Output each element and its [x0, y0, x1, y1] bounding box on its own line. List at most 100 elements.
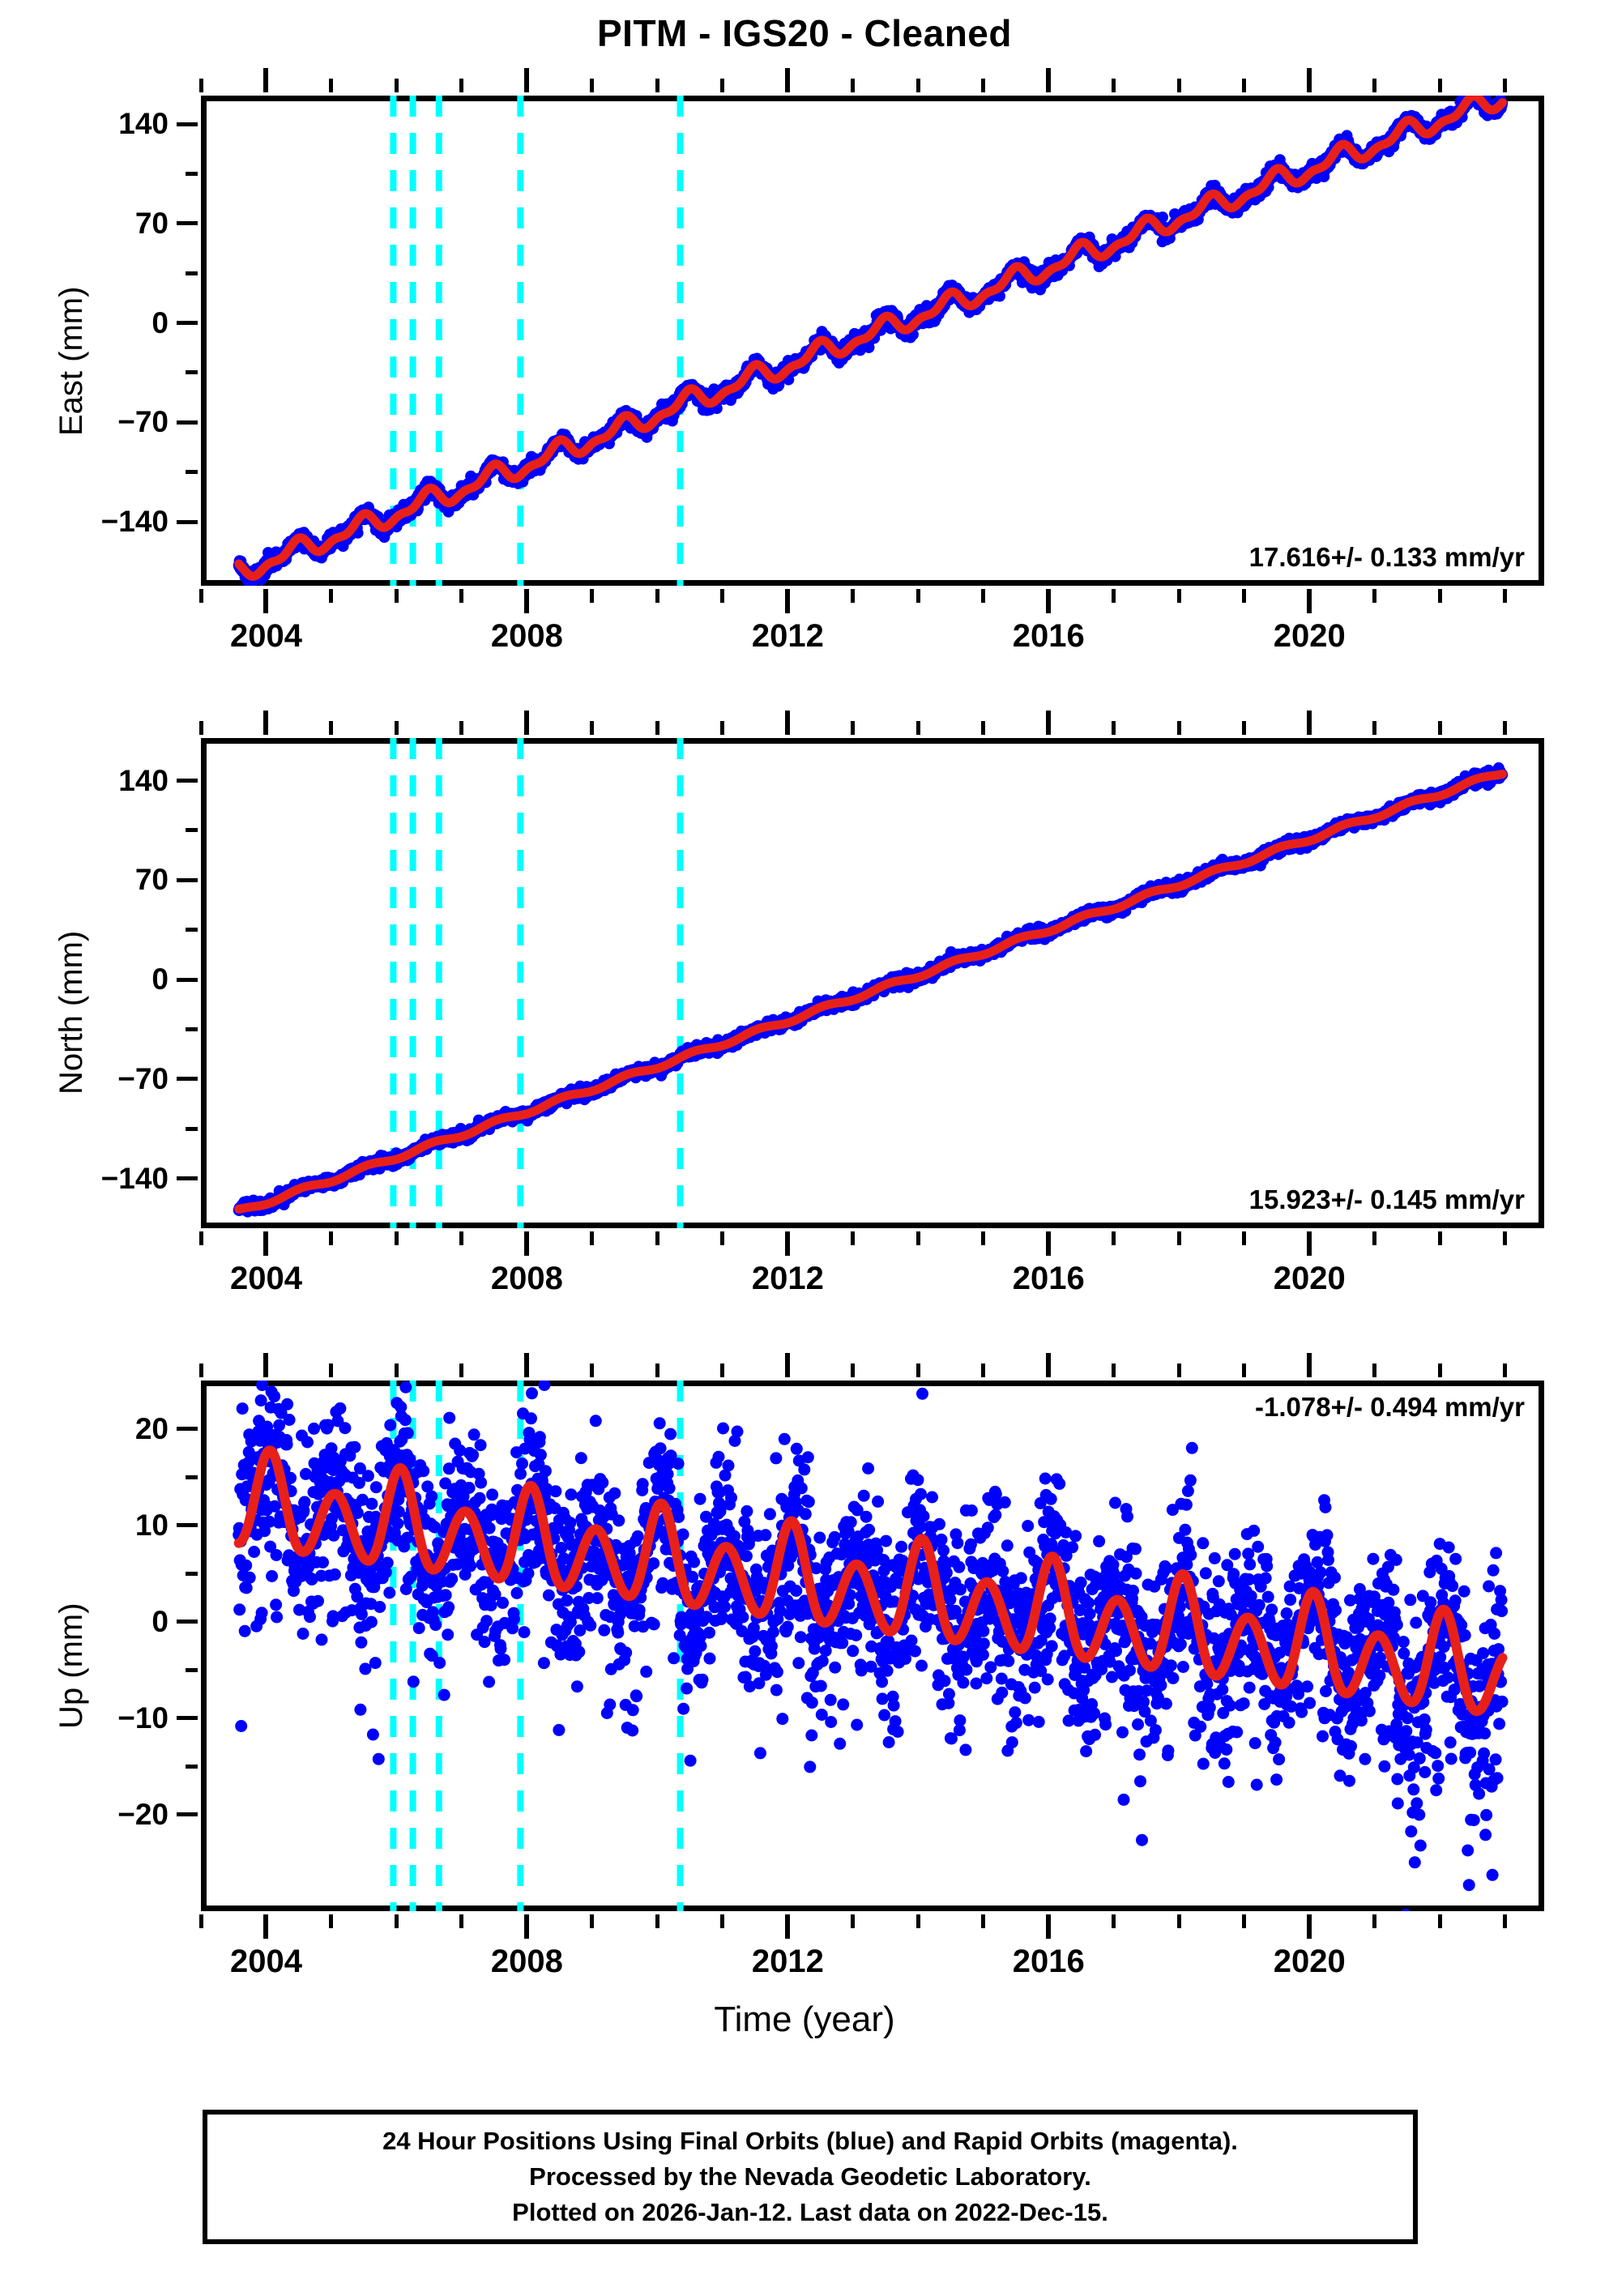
- x-tick-major-top: [785, 68, 791, 92]
- x-tick-minor-top: [981, 1364, 986, 1377]
- y-tick-label: −140: [100, 505, 169, 539]
- x-tick-minor: [1372, 1231, 1377, 1245]
- x-tick-minor: [1437, 589, 1442, 603]
- x-tick-minor-top: [459, 79, 464, 92]
- x-tick-major-top: [1307, 1353, 1312, 1377]
- up-series-svg: [233, 1381, 1509, 1911]
- x-tick-minor-top: [1437, 721, 1442, 735]
- east-rate-annotation: 17.616+/- 0.133 mm/yr: [1248, 542, 1525, 572]
- equipment-change-lines: [390, 738, 684, 1228]
- y-tick-major: [177, 321, 198, 326]
- x-tick-label: 2004: [229, 1944, 302, 1979]
- x-tick-minor-top: [329, 1364, 334, 1377]
- x-tick-minor-top: [851, 79, 856, 92]
- x-tick-minor: [1503, 589, 1508, 603]
- equipment-change-lines: [390, 96, 684, 586]
- x-tick-label: 2012: [751, 618, 824, 654]
- x-tick-major-top: [263, 711, 269, 735]
- model-curve: [234, 96, 1507, 581]
- x-tick-minor: [198, 1914, 203, 1928]
- x-tick-major: [1307, 589, 1312, 613]
- x-tick-major-top: [1307, 68, 1312, 92]
- x-tick-minor: [981, 589, 986, 603]
- x-tick-minor: [1112, 589, 1116, 603]
- y-tick-major: [177, 1716, 198, 1721]
- x-tick-minor-top: [394, 79, 399, 92]
- x-tick-major-top: [524, 1353, 530, 1377]
- y-tick-label: 20: [134, 1411, 169, 1445]
- y-tick-minor: [186, 1026, 198, 1031]
- panel-north-plot: [201, 738, 1544, 1228]
- x-tick-minor-top: [590, 721, 595, 735]
- x-tick-minor-top: [1242, 1364, 1247, 1377]
- x-tick-minor: [590, 1914, 595, 1928]
- x-tick-minor-top: [198, 1364, 203, 1377]
- y-tick-major: [177, 221, 198, 226]
- x-tick-minor: [720, 1231, 725, 1245]
- x-tick-minor-top: [720, 721, 725, 735]
- x-tick-label: 2012: [751, 1261, 824, 1296]
- x-tick-major: [1046, 1914, 1052, 1939]
- y-tick-label: 70: [134, 206, 169, 240]
- x-tick-major: [524, 1231, 530, 1256]
- x-tick-minor-top: [459, 721, 464, 735]
- data-points: [233, 1381, 1509, 1911]
- x-tick-minor-top: [1437, 1364, 1442, 1377]
- x-tick-minor: [1503, 1914, 1508, 1928]
- x-tick-minor-top: [1176, 79, 1181, 92]
- x-tick-minor-top: [915, 1364, 920, 1377]
- y-tick-major: [177, 420, 198, 425]
- x-tick-minor: [329, 589, 334, 603]
- y-tick-minor: [186, 928, 198, 932]
- caption-line-3: Plotted on 2026-Jan-12. Last data on 202…: [512, 2198, 1108, 2226]
- x-tick-minor-top: [720, 1364, 725, 1377]
- x-tick-minor-top: [655, 79, 659, 92]
- panel-east: 140 70 0 −70 −140 2004 2008 2012 2016 2020 17.61…: [53, 68, 1544, 654]
- x-tick-major-top: [1046, 711, 1052, 735]
- y-tick-minor: [186, 470, 198, 475]
- x-tick-minor: [655, 1231, 659, 1245]
- y-tick-minor: [186, 171, 198, 176]
- x-tick-label: 2020: [1273, 618, 1346, 654]
- panel-up-plot: [201, 1381, 1544, 1911]
- x-tick-minor: [851, 1914, 856, 1928]
- x-tick-minor: [1372, 1914, 1377, 1928]
- x-tick-label: 2012: [751, 1944, 824, 1979]
- y-tick-minor: [186, 370, 198, 375]
- x-tick-minor-top: [329, 79, 334, 92]
- x-tick-minor-top: [1112, 721, 1116, 735]
- y-tick-major: [177, 977, 198, 982]
- x-tick-minor-top: [1503, 1364, 1508, 1377]
- y-tick-label: −10: [117, 1701, 169, 1735]
- y-tick-major: [177, 1812, 198, 1817]
- x-axis-label: Time (year): [714, 1999, 895, 2039]
- x-tick-major-top: [524, 711, 530, 735]
- x-tick-minor-top: [394, 1364, 399, 1377]
- model-curve: [233, 1445, 1508, 1717]
- x-tick-major: [1307, 1914, 1312, 1939]
- x-tick-label: 2016: [1012, 618, 1085, 654]
- y-tick-label: 140: [118, 763, 169, 797]
- x-tick-minor: [1437, 1914, 1442, 1928]
- x-tick-minor-top: [590, 1364, 595, 1377]
- x-tick-minor: [981, 1914, 986, 1928]
- y-tick-minor: [186, 271, 198, 275]
- x-tick-label: 2008: [490, 1944, 563, 1979]
- x-tick-major-top: [263, 68, 269, 92]
- x-tick-minor: [915, 1914, 920, 1928]
- x-tick-minor: [851, 1231, 856, 1245]
- x-tick-minor-top: [1503, 79, 1508, 92]
- x-tick-major: [785, 1914, 791, 1939]
- north-rate-annotation: 15.923+/- 0.145 mm/yr: [1248, 1184, 1525, 1214]
- y-tick-major: [177, 122, 198, 126]
- x-tick-label: 2008: [490, 618, 563, 654]
- x-tick-label: 2020: [1273, 1944, 1346, 1979]
- x-tick-minor: [198, 589, 203, 603]
- x-tick-major-top: [263, 1353, 269, 1377]
- x-tick-minor: [720, 1914, 725, 1928]
- y-tick-major: [177, 1620, 198, 1624]
- x-tick-minor-top: [1503, 721, 1508, 735]
- x-tick-major: [263, 1914, 269, 1939]
- x-tick-minor: [1503, 1231, 1508, 1245]
- x-tick-major: [1046, 589, 1052, 613]
